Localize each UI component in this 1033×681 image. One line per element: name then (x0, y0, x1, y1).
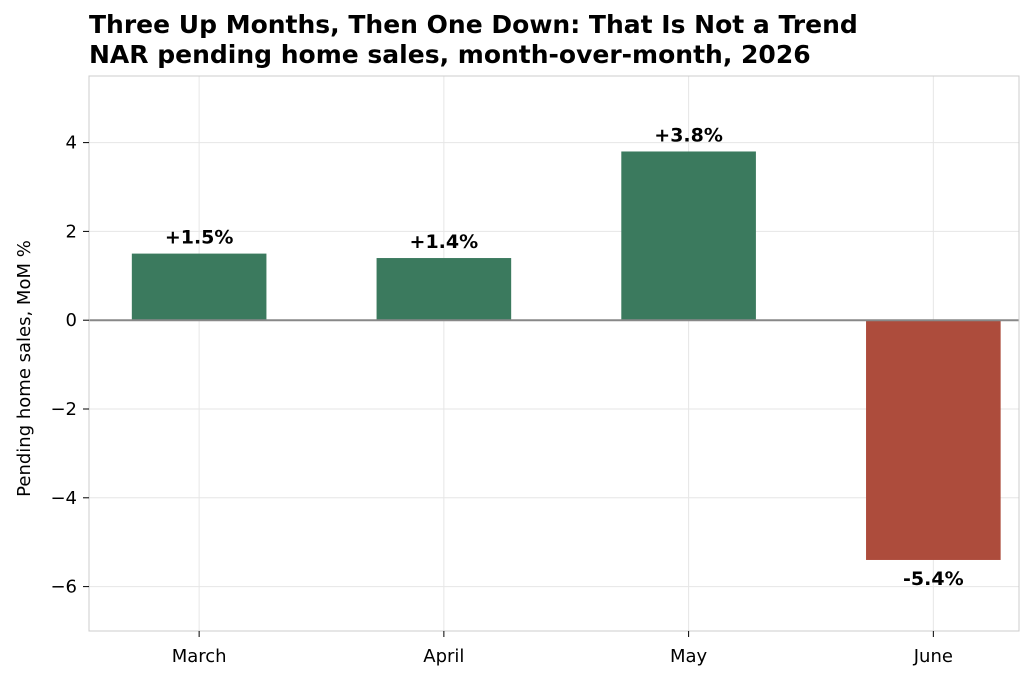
data-label: +1.5% (165, 227, 234, 249)
y-tick-label: 0 (66, 310, 77, 331)
y-tick-label: −2 (50, 399, 77, 420)
y-tick-label: −6 (50, 577, 77, 598)
x-tick-label: May (670, 646, 708, 667)
y-tick-label: −4 (50, 488, 77, 509)
x-tick-label: June (913, 646, 953, 667)
x-tick-label: March (172, 646, 227, 667)
data-label: -5.4% (903, 568, 964, 590)
bar-april (376, 258, 512, 321)
x-tick-label: April (423, 646, 464, 667)
bar-may (621, 151, 756, 321)
y-axis-title: Pending home sales, MoM % (14, 240, 35, 497)
y-tick-label: 4 (66, 133, 77, 154)
plot-frame (88, 75, 1020, 632)
y-tick-label: 2 (66, 221, 77, 242)
chart-title-block: Three Up Months, Then One Down: That Is … (89, 10, 858, 70)
bar-june (866, 320, 1001, 560)
chart-title: Three Up Months, Then One Down: That Is … (89, 10, 858, 39)
data-label: +1.4% (410, 231, 479, 253)
chart-subtitle: NAR pending home sales, month-over-month… (89, 40, 811, 69)
bar-march (131, 253, 267, 321)
data-label: +3.8% (654, 124, 723, 146)
